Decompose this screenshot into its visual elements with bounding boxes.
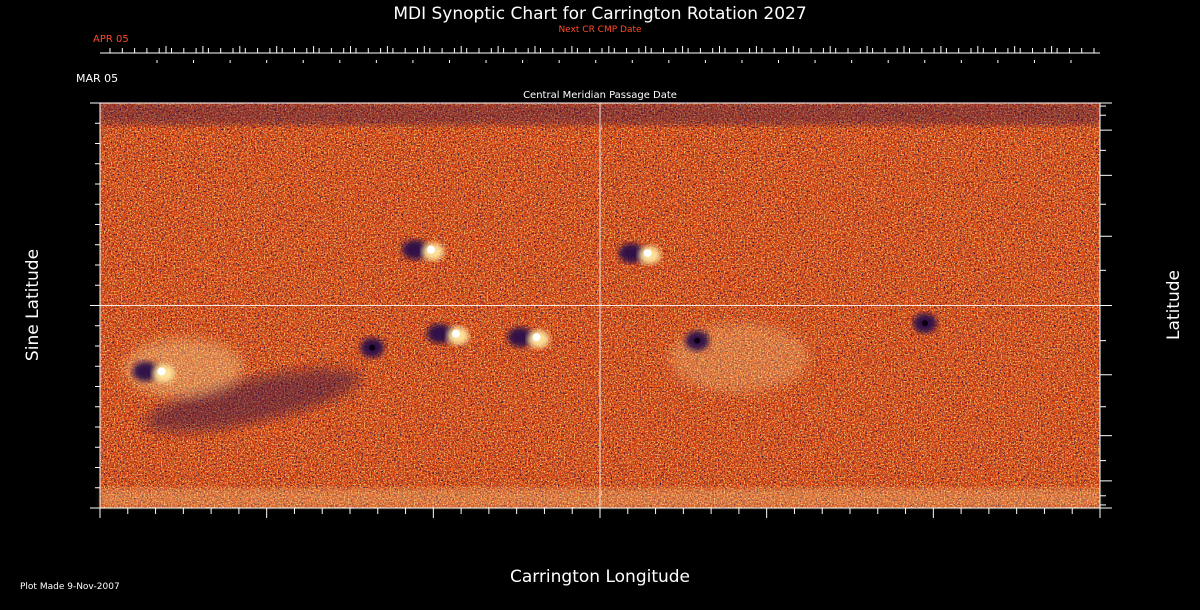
active-region-core [452, 329, 460, 338]
active-region-core [369, 344, 376, 351]
cmp-scale-ticks [156, 60, 1072, 63]
active-region-core [694, 337, 701, 344]
next-cr-start-label: APR 05 [93, 34, 129, 45]
x-axis-label: Carrington Longitude [510, 567, 690, 587]
active-region-negative [507, 327, 534, 348]
active-region [507, 327, 550, 349]
next-cr-cmp-label: Next CR CMP Date [558, 25, 642, 35]
axis-ticks [90, 102, 1112, 518]
active-region-negative [427, 323, 453, 344]
active-region-core [157, 367, 166, 376]
top-scale-ticks [109, 46, 1095, 53]
y-axis-label-left: Sine Latitude [23, 249, 43, 361]
active-region [618, 243, 661, 265]
cmp-start-label: MAR 05 [76, 72, 118, 85]
active-region-core [643, 249, 652, 258]
active-region-negative [402, 239, 428, 260]
active-region [402, 239, 444, 261]
active-region [360, 337, 385, 358]
diffuse-positive-patch [123, 338, 244, 399]
plot-made-label: Plot Made 9-Nov-2007 [20, 582, 120, 592]
active-region-negative [132, 361, 159, 382]
active-region-core [532, 333, 541, 342]
chart-title: MDI Synoptic Chart for Carrington Rotati… [393, 4, 806, 24]
cmp-axis-label: Central Meridian Passage Date [523, 90, 677, 101]
active-region-core [922, 320, 928, 327]
grid-lines [100, 103, 1100, 508]
active-region-negative [618, 243, 645, 264]
y-axis-label-right: Latitude [1164, 270, 1184, 340]
active-region [685, 330, 710, 351]
active-region-core [427, 245, 435, 254]
diffuse-negative-patch [145, 369, 361, 432]
active-region [913, 313, 937, 334]
active-region [427, 323, 469, 345]
active-region [132, 361, 175, 383]
